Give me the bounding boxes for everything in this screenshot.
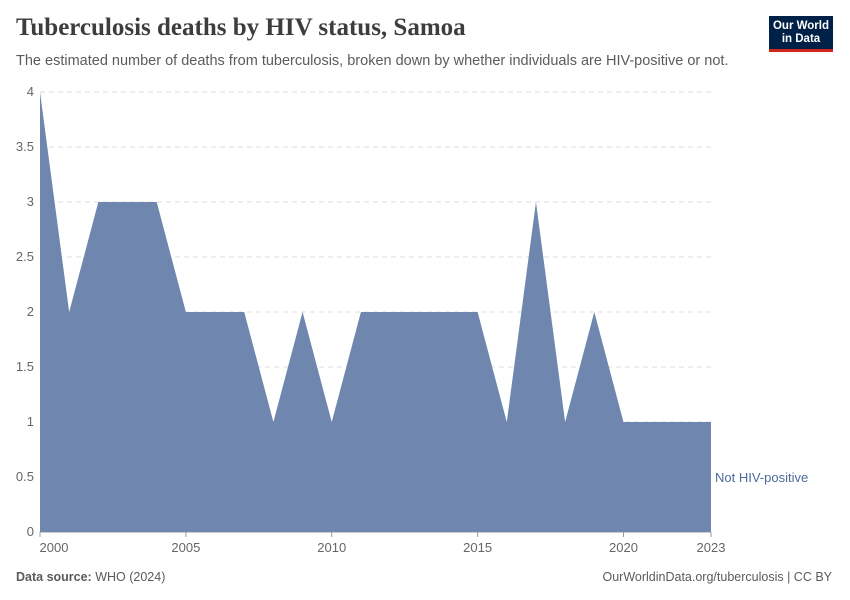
x-tick-label: 2023 — [697, 540, 726, 555]
area-series-0[interactable] — [40, 92, 711, 532]
area-chart: 00.511.522.533.54 2000 2005 2010 2015 2020 20… — [16, 84, 808, 555]
y-tick-label: 3 — [27, 194, 34, 209]
y-tick-label: 2 — [27, 304, 34, 319]
y-axis: 0 0.5 1 1.5 2 2.5 3 3.5 4 — [16, 84, 34, 539]
logo-line-1: Our World — [772, 20, 829, 32]
chart-title: Tuberculosis deaths by HIV status, Samoa — [16, 14, 466, 41]
y-tick-label: 4 — [27, 84, 34, 99]
data-source-value: WHO (2024) — [95, 570, 166, 584]
source-url-link[interactable]: OurWorldinData.org/tuberculosis | CC BY — [602, 570, 833, 584]
area-series — [40, 92, 711, 532]
data-source: Data source: WHO (2024) — [16, 570, 165, 584]
y-tick-label: 3.5 — [16, 139, 34, 154]
y-tick-label: 1.5 — [16, 359, 34, 374]
x-tick-label: 2010 — [317, 540, 346, 555]
data-source-label: Data source: — [16, 570, 92, 584]
x-tick-label: 2020 — [609, 540, 638, 555]
x-tick-label: 2005 — [171, 540, 200, 555]
x-tick-label: 2015 — [463, 540, 492, 555]
y-tick-label: 1 — [27, 414, 34, 429]
owid-logo[interactable]: Our World in Data — [769, 16, 833, 52]
chart-subtitle: The estimated number of deaths from tube… — [16, 53, 729, 69]
series-label: Not HIV-positive — [715, 470, 808, 485]
series-labels: Not HIV-positive — [715, 470, 808, 485]
x-axis: 2000 2005 2010 2015 2020 2023 — [39, 531, 726, 555]
y-tick-label: 0.5 — [16, 469, 34, 484]
y-tick-label: 0 — [27, 524, 34, 539]
logo-line-2: in Data — [781, 33, 821, 45]
y-tick-label: 2.5 — [16, 249, 34, 264]
x-tick-label: 2000 — [40, 540, 69, 555]
